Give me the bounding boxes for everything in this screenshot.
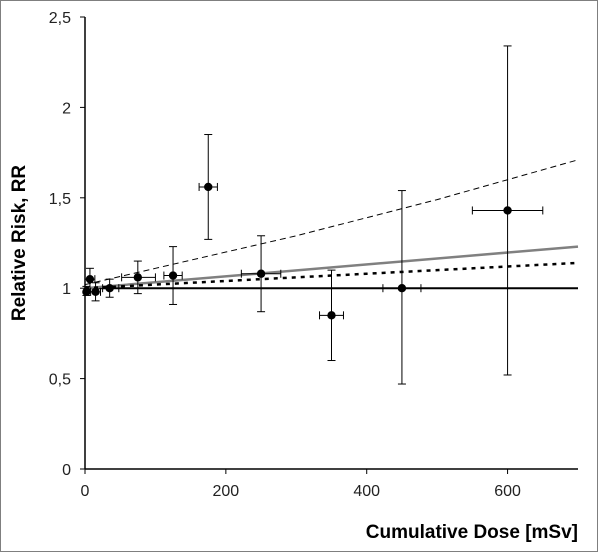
x-tick-label: 400	[353, 483, 380, 500]
data-point	[82, 287, 91, 297]
data-point	[168, 271, 178, 280]
data-point	[397, 284, 407, 293]
x-tick-label: 0	[81, 483, 90, 500]
y-axis-title: Relative Risk, RR	[9, 165, 30, 322]
data-point	[204, 182, 213, 192]
x-tick-label: 200	[213, 483, 240, 500]
tick-marks-and-labels: 0 200 400 600 0 0,5 1 1,5 2 2,5	[49, 10, 521, 500]
error-bars	[82, 45, 544, 385]
linear-fit-line	[84, 245, 579, 290]
data-point	[327, 311, 336, 320]
data-point	[256, 269, 266, 278]
data-point	[91, 287, 100, 297]
data-points	[82, 182, 512, 320]
data-point	[503, 206, 512, 215]
y-tick-label: 1	[62, 281, 71, 298]
x-axis-title: Cumulative Dose [mSv]	[366, 522, 578, 543]
axes	[84, 17, 578, 470]
data-point	[85, 274, 95, 284]
trend-lines	[84, 159, 579, 290]
y-tick-label: 2	[62, 100, 71, 117]
y-tick-label: 1,5	[49, 191, 71, 208]
data-point	[133, 273, 143, 282]
x-tick-label: 600	[494, 483, 521, 500]
y-tick-label: 2,5	[49, 10, 71, 27]
y-tick-label: 0,5	[49, 372, 71, 389]
y-tick-label: 0	[62, 462, 71, 479]
upper-bound-line	[84, 159, 579, 286]
data-point	[105, 284, 114, 293]
